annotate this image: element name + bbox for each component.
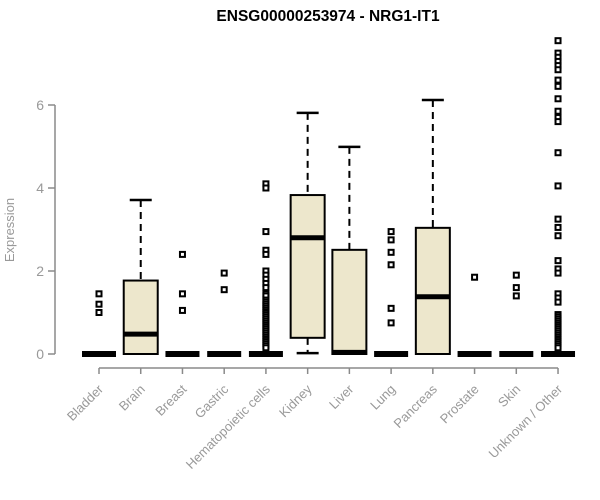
box-brain <box>122 198 159 356</box>
outlier-point <box>554 182 562 190</box>
outlier-point <box>387 304 395 312</box>
x-tick-label: Skin <box>495 382 523 410</box>
outlier-point <box>554 118 562 126</box>
outlier-point <box>220 286 228 294</box>
box-unknown-other <box>541 37 576 357</box>
outlier-point <box>95 300 103 308</box>
outlier-point <box>554 215 562 223</box>
box-breast <box>165 250 200 357</box>
x-tick-label: Brain <box>116 382 148 414</box>
collapsed-box-bar <box>499 351 534 357</box>
outlier-point <box>512 271 520 279</box>
outlier-point <box>512 292 520 300</box>
outlier-point <box>262 284 270 292</box>
x-tick-label: Unknown / Other <box>486 381 566 461</box>
outlier-point <box>387 228 395 236</box>
outlier-point <box>387 261 395 269</box>
box-rect <box>122 279 159 356</box>
outlier-point <box>554 82 562 90</box>
outlier-point <box>387 236 395 244</box>
box-bladder <box>82 290 116 357</box>
outlier-point <box>178 250 186 258</box>
outlier-point <box>262 344 270 352</box>
outlier-point <box>387 319 395 327</box>
outlier-point <box>512 284 520 292</box>
outlier-point <box>554 269 562 277</box>
box-pancreas <box>414 98 451 355</box>
x-tick-label: Prostate <box>437 382 482 427</box>
box-hematopoietic-cells <box>248 180 283 357</box>
outlier-point <box>95 309 103 316</box>
x-tick-label: Gastric <box>192 381 232 421</box>
collapsed-box-bar <box>207 351 242 357</box>
outlier-point <box>554 298 562 306</box>
box-rect <box>289 194 326 339</box>
x-tick-label: Bladder <box>64 381 107 424</box>
outlier-point <box>554 149 562 157</box>
x-tick-label: Pancreas <box>391 381 441 431</box>
x-tick-label: Breast <box>152 381 189 418</box>
outlier-point <box>178 306 186 314</box>
outlier-point <box>554 223 562 231</box>
outlier-point <box>262 228 270 236</box>
box-gastric <box>207 269 242 357</box>
outlier-point <box>554 257 562 265</box>
outlier-point <box>554 66 562 74</box>
y-tick-label: 4 <box>36 180 44 196</box>
box-rect <box>414 226 451 355</box>
box-prostate <box>457 273 492 357</box>
outlier-point <box>262 250 270 258</box>
y-axis-label: Expression <box>2 198 17 262</box>
box-series <box>82 37 576 357</box>
outlier-point <box>220 269 228 277</box>
box-liver <box>331 145 368 356</box>
outlier-point <box>95 290 103 298</box>
x-tick-label: Kidney <box>276 381 315 420</box>
collapsed-box-bar <box>165 351 200 357</box>
outlier-point <box>471 273 479 281</box>
collapsed-box-bar <box>541 351 576 357</box>
chart-title: ENSG00000253974 - NRG1-IT1 <box>216 8 440 25</box>
box-rect <box>331 248 368 356</box>
collapsed-box-bar <box>457 351 492 357</box>
outlier-point <box>262 184 270 192</box>
collapsed-box-bar <box>248 351 283 357</box>
outlier-point <box>387 248 395 256</box>
outlier-point <box>554 344 562 352</box>
x-tick-label: Lung <box>367 382 398 413</box>
outlier-point <box>178 290 186 298</box>
box-kidney <box>289 111 326 355</box>
outlier-point <box>554 37 562 45</box>
y-tick-label: 0 <box>36 346 44 362</box>
outlier-point <box>554 232 562 240</box>
collapsed-box-bar <box>82 351 116 357</box>
outlier-point <box>554 76 562 84</box>
box-skin <box>499 271 534 357</box>
x-tick-label: Liver <box>326 381 357 412</box>
box-lung <box>374 228 409 357</box>
outlier-point <box>554 95 562 103</box>
collapsed-box-bar <box>374 351 409 357</box>
y-tick-label: 6 <box>36 97 44 113</box>
outlier-point <box>554 107 562 115</box>
y-tick-label: 2 <box>36 263 44 279</box>
